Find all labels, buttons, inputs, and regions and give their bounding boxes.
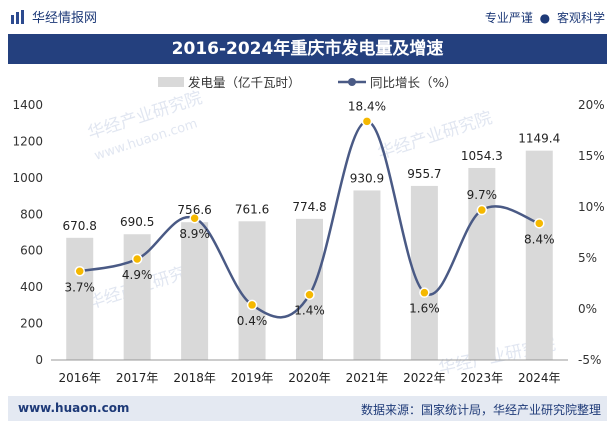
growth-point (131, 253, 143, 265)
growth-value-label: 8.9% (179, 227, 210, 241)
x-tick-label: 2018年 (173, 371, 216, 385)
footer: www.huaon.com 数据来源：国家统计局，华经产业研究院整理 (8, 396, 607, 421)
axes: 0 200 400 600 800 1000 1200 1400 -5% 0% 5% 10% 15% 20… (12, 98, 604, 385)
bar-value-label: 670.8 (63, 219, 97, 233)
data-labels: 670.8 690.5 756.6 761.6 774.8 930.9 955.7 1054.… (63, 99, 561, 328)
bar-value-label: 1054.3 (461, 149, 503, 163)
growth-point (246, 299, 258, 311)
bar-value-label: 1149.4 (518, 132, 560, 146)
growth-value-label: 3.7% (64, 280, 95, 294)
y-right-tick-label: -5% (578, 353, 601, 367)
y-left-tick-label: 1000 (12, 171, 43, 185)
bar-value-label: 690.5 (120, 215, 154, 229)
y-right-tick-label: 20% (578, 98, 605, 112)
growth-value-label: 1.6% (409, 302, 440, 316)
y-left-tick-label: 200 (20, 317, 43, 331)
growth-value-label: 4.9% (122, 268, 153, 282)
growth-line (79, 120, 540, 319)
y-left-tick-label: 0 (35, 353, 43, 367)
bar-value-label: 761.6 (235, 202, 269, 216)
x-tick-label: 2020年 (288, 371, 331, 385)
x-tick-label: 2022年 (403, 371, 446, 385)
y-left-tick-label: 1400 (12, 98, 43, 112)
legend-bar-swatch (158, 77, 184, 87)
legend: 发电量（亿千瓦时） 同比增长（%） (158, 75, 457, 90)
y-right-tick-label: 0% (578, 302, 597, 316)
bar (525, 150, 553, 360)
bar (181, 222, 209, 360)
x-tick-label: 2024年 (518, 371, 561, 385)
y-left-tick-label: 800 (20, 207, 43, 221)
bar-value-label: 955.7 (407, 167, 441, 181)
x-tick-label: 2019年 (231, 371, 274, 385)
bar-value-label: 756.6 (177, 203, 211, 217)
slogan-tag-2: 客观科学 (556, 11, 605, 25)
y-right-tick-label: 5% (578, 251, 597, 265)
legend-bar-label: 发电量（亿千瓦时） (188, 75, 301, 90)
site-name: 华经情报网 (32, 11, 98, 26)
bar (66, 237, 94, 360)
footer-url[interactable]: www.huaon.com (18, 401, 130, 415)
growth-value-label: 8.4% (524, 232, 555, 246)
y-left-tick-label: 400 (20, 280, 43, 294)
legend-line-marker (348, 78, 356, 86)
growth-value-label: 9.7% (467, 188, 498, 202)
bar-value-label: 774.8 (292, 200, 326, 214)
y-left-tick-label: 600 (20, 244, 43, 258)
chart: 华经产业研究院 www.huaon.com 华经产业研究院 华经产业研究院 华经… (12, 75, 604, 385)
x-tick-label: 2023年 (461, 371, 504, 385)
growth-value-label: 0.4% (237, 314, 268, 328)
footer-source: 数据来源：国家统计局，华经产业研究院整理 (360, 403, 601, 417)
y-right-tick-label: 15% (578, 149, 605, 163)
growth-point (189, 212, 200, 224)
slogan-tag-1: 专业严谨 (484, 11, 533, 25)
top-bar: 华经情报网 专业严谨 ● 客观科学 (0, 0, 615, 32)
y-right-tick-label: 10% (578, 200, 605, 214)
y-left-tick-label: 1200 (12, 134, 43, 148)
growth-point (361, 116, 373, 127)
growth-value-label: 18.4% (348, 99, 386, 113)
chart-title: 2016-2024年重庆市发电量及增速 (8, 34, 607, 64)
growth-point (304, 289, 315, 300)
separator-dot-icon: ● (539, 11, 551, 25)
x-tick-label: 2021年 (346, 371, 389, 385)
growth-point (419, 287, 430, 298)
bar (296, 218, 323, 360)
growth-point (74, 266, 85, 277)
slogan: 专业严谨 ● 客观科学 (485, 9, 605, 26)
growth-point (534, 218, 545, 229)
bar-value-label: 930.9 (350, 171, 384, 185)
growth-points (74, 116, 545, 311)
legend-line-label: 同比增长（%） (370, 75, 457, 90)
brand[interactable]: 华经情报网 (10, 7, 97, 26)
x-tick-label: 2016年 (58, 371, 101, 385)
brand-logo-icon (11, 9, 24, 24)
bar (468, 167, 496, 360)
growth-value-label: 1.4% (294, 304, 325, 318)
bar (410, 185, 438, 360)
x-tick-label: 2017年 (116, 371, 159, 385)
bar (238, 221, 266, 360)
growth-point (476, 204, 488, 216)
bar (353, 190, 381, 360)
bar-series (66, 150, 553, 360)
